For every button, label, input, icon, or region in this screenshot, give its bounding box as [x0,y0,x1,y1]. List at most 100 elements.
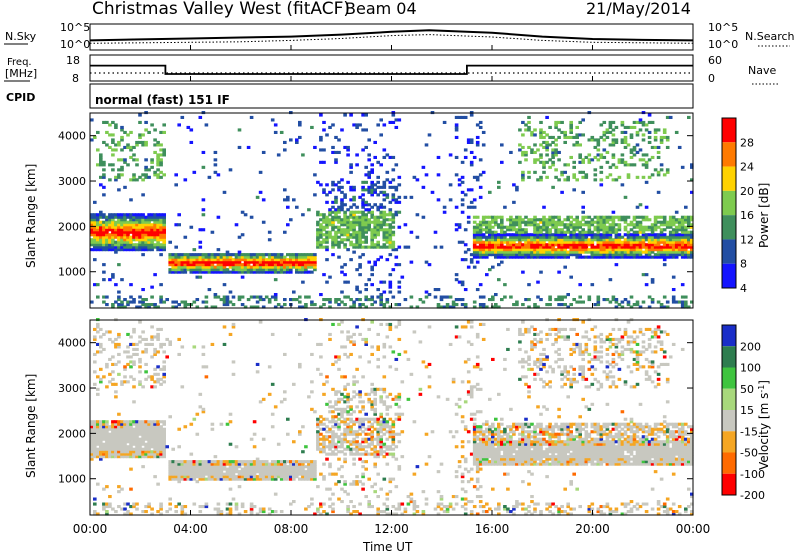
heatmap-cell [153,445,157,449]
heatmap-cell [690,218,694,222]
heatmap-cell [102,248,106,252]
heatmap-cell [367,220,371,224]
heatmap-cell [584,175,589,179]
heatmap-cell [298,265,302,269]
heatmap-cell [536,253,540,257]
heatmap-cell [647,250,652,254]
heatmap-cell [301,268,305,272]
heatmap-cell [322,442,326,446]
heatmap-cell [448,153,453,157]
heatmap-cell [322,440,326,444]
heatmap-cell [475,175,480,179]
heatmap-cell [674,130,679,134]
heatmap-cell [162,367,166,371]
heatmap-cell [596,300,601,304]
heatmap-cell [328,452,332,456]
heatmap-cell [213,170,218,174]
heatmap-cell [144,228,148,232]
heatmap-cell [578,120,582,124]
heatmap-cell [168,477,172,481]
heatmap-cell [478,255,483,259]
heatmap-cell [361,337,365,341]
heatmap-cell [114,510,118,514]
heatmap-cell [123,507,127,511]
heatmap-cell [536,248,540,252]
heatmap-cell [388,243,393,247]
heatmap-cell [153,170,157,174]
heatmap-cell [349,188,353,192]
heatmap-cell [295,475,299,479]
heatmap-cell [421,185,426,189]
heatmap-cell [156,305,160,309]
heatmap-cell [497,233,501,237]
heatmap-cell [590,218,595,222]
heatmap-cell [554,148,558,152]
heatmap-cell [608,243,613,247]
heatmap-cell [207,258,212,262]
heatmap-cell [542,145,546,149]
heatmap-cell [617,303,622,307]
heatmap-cell [141,238,145,242]
heatmap-cell [596,243,601,247]
heatmap-cell [201,345,206,349]
heatmap-cell [602,298,607,302]
heatmap-cell [120,240,124,244]
heatmap-cell [279,477,284,481]
heatmap-cell [276,470,281,474]
heatmap-cell [454,128,459,132]
colorbar-tick-label: 20 [740,185,754,198]
heatmap-cell [292,198,296,202]
heatmap-cell [608,125,613,129]
heatmap-cell [557,178,561,182]
heatmap-cell [105,218,109,222]
heatmap-cell [120,435,124,439]
heatmap-cell [249,115,254,119]
heatmap-cell [337,208,341,212]
heatmap-cell [515,185,519,189]
heatmap-cell [614,250,619,254]
heatmap-cell [120,437,124,441]
heatmap-cell [521,238,525,242]
heatmap-cell [301,265,305,269]
heatmap-cell [644,283,649,287]
heatmap-cell [331,435,335,439]
heatmap-cell [370,163,374,167]
heatmap-cell [273,477,278,481]
heatmap-cell [364,295,368,299]
heatmap-cell [551,160,555,164]
heatmap-cell [189,470,194,474]
heatmap-cell [123,425,127,429]
heatmap-cell [234,470,239,474]
heatmap-cell [355,210,359,214]
heatmap-cell [394,125,399,129]
heatmap-cell [518,243,522,247]
heatmap-cell [358,392,362,396]
heatmap-cell [650,235,655,239]
heatmap-cell [159,243,163,247]
heatmap-cell [93,218,97,222]
heatmap-cell [180,510,185,514]
heatmap-cell [578,225,582,229]
heatmap-cell [102,240,106,244]
heatmap-cell [337,357,341,361]
heatmap-cell [485,235,489,239]
heatmap-cell [376,240,380,244]
heatmap-cell [659,228,664,232]
heatmap-cell [234,445,239,449]
heatmap-cell [132,245,136,249]
heatmap-cell [355,238,359,242]
heatmap-cell [334,230,338,234]
heatmap-cell [183,260,188,264]
heatmap-cell [129,437,133,441]
heatmap-cell [331,145,335,149]
heatmap-cell [611,128,616,132]
heatmap-cell [569,215,573,219]
heatmap-cell [370,432,374,436]
heatmap-cell [436,173,441,177]
heatmap-cell [325,248,329,252]
heatmap-cell [527,233,531,237]
heatmap-cell [189,467,194,471]
heatmap-cell [466,220,471,224]
heatmap-cell [210,470,215,474]
heatmap-cell [186,260,191,264]
